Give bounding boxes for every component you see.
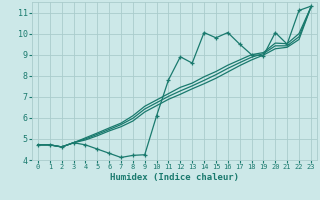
X-axis label: Humidex (Indice chaleur): Humidex (Indice chaleur)	[110, 173, 239, 182]
